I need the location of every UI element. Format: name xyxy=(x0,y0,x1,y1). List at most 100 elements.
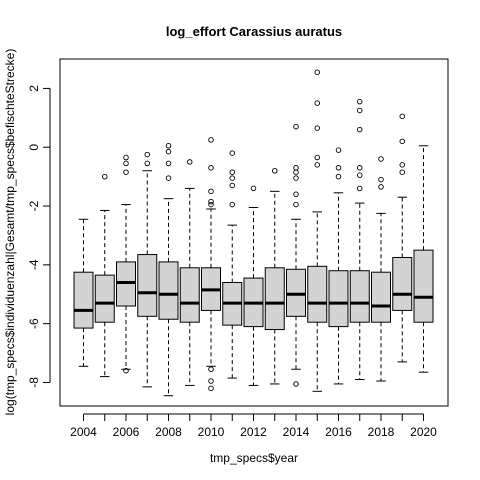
box-2017 xyxy=(349,98,370,381)
box-2018 xyxy=(371,156,391,382)
box-2009 xyxy=(179,159,200,386)
box-2011 xyxy=(222,150,243,379)
outlier-2010-2 xyxy=(208,366,214,372)
outlier-2006-3 xyxy=(123,154,129,161)
x-tick-label-2010: 2010 xyxy=(198,425,225,439)
outlier-2017-5 xyxy=(357,98,363,105)
x-tick-label-2006: 2006 xyxy=(113,425,140,439)
outlier-2008-2 xyxy=(165,148,172,155)
outlier-2011-4 xyxy=(229,150,235,156)
box-2007 xyxy=(137,151,158,388)
outlier-2010-5 xyxy=(208,188,214,195)
outlier-2018-0 xyxy=(378,184,384,190)
box-iqr-2004 xyxy=(73,271,94,329)
outlier-2007-0 xyxy=(144,160,150,167)
outlier-2006-0 xyxy=(123,367,129,374)
chart-title: log_effort Carassius auratus xyxy=(166,24,342,39)
y-tick-label-2: 2 xyxy=(27,85,41,92)
outlier-2015-3 xyxy=(314,100,321,106)
box-2008 xyxy=(158,142,179,397)
outlier-2018-2 xyxy=(378,156,384,162)
outlier-2010-7 xyxy=(208,137,214,143)
outlier-2010-1 xyxy=(208,378,214,384)
outlier-2010-4 xyxy=(208,198,214,205)
outlier-2014-1 xyxy=(293,201,299,208)
outlier-2014-2 xyxy=(293,191,299,198)
outlier-2012-0 xyxy=(250,185,257,192)
box-iqr-2015 xyxy=(307,265,328,323)
outlier-2016-0 xyxy=(335,173,342,180)
outlier-2014-6 xyxy=(293,123,299,130)
x-tick-label-2012: 2012 xyxy=(240,425,267,439)
x-tick-label-2014: 2014 xyxy=(283,425,310,439)
x-axis: 2004 2006 2008 2010 2012 2014 2016 2018 2020 xyxy=(70,413,437,439)
outlier-2019-0 xyxy=(399,169,406,175)
outlier-2017-1 xyxy=(357,172,363,178)
outlier-2010-0 xyxy=(208,385,214,392)
outlier-2006-2 xyxy=(123,160,129,167)
y-tick-label--4: -4 xyxy=(27,259,41,270)
box-2016 xyxy=(328,147,349,385)
outlier-2017-2 xyxy=(357,165,363,171)
outlier-2019-2 xyxy=(399,138,406,145)
outlier-2008-3 xyxy=(165,142,172,149)
box-2019 xyxy=(392,113,413,363)
outlier-2019-3 xyxy=(399,113,406,120)
box-2015 xyxy=(307,69,328,392)
box-iqr-2005 xyxy=(94,274,115,323)
box-2006 xyxy=(116,154,136,374)
x-tick-label-2008: 2008 xyxy=(155,425,182,439)
box-iqr-2009 xyxy=(179,267,200,323)
y-tick-label-0: 0 xyxy=(27,144,41,151)
outlier-2017-3 xyxy=(357,126,363,133)
outlier-2015-0 xyxy=(314,162,321,168)
outlier-2015-1 xyxy=(314,154,321,161)
box-iqr-2019 xyxy=(392,256,413,311)
outlier-2015-4 xyxy=(314,69,321,75)
outlier-2011-3 xyxy=(229,169,235,175)
y-tick-label--6: -6 xyxy=(27,318,41,329)
box-iqr-2008 xyxy=(158,261,179,320)
outlier-2011-0 xyxy=(229,201,235,208)
y-axis-label: log(tmp_specs$individuenzahl|Gesamt/tmp_… xyxy=(3,49,17,416)
box-iqr-2016 xyxy=(328,270,349,328)
outlier-2015-2 xyxy=(314,125,321,131)
x-tick-label-2020: 2020 xyxy=(410,425,437,439)
plot-frame xyxy=(59,58,449,407)
box-2012 xyxy=(243,185,264,386)
outlier-2006-1 xyxy=(123,169,129,175)
outlier-2019-1 xyxy=(399,162,406,168)
outlier-2005-0 xyxy=(101,173,108,180)
box-iqr-2018 xyxy=(371,271,391,323)
outlier-2008-0 xyxy=(165,175,172,181)
outlier-2007-1 xyxy=(144,151,150,158)
x-axis-label: tmp_specs$year xyxy=(210,451,298,465)
outlier-2014-0 xyxy=(293,381,299,387)
outlier-2014-4 xyxy=(293,169,299,175)
outlier-2009-0 xyxy=(186,159,193,165)
outlier-2010-3 xyxy=(208,201,214,208)
outlier-2013-0 xyxy=(272,167,278,174)
outlier-2016-2 xyxy=(335,147,342,153)
outlier-2014-5 xyxy=(293,165,299,171)
outlier-2016-1 xyxy=(335,165,342,171)
x-tick-label-2018: 2018 xyxy=(368,425,395,439)
outlier-2011-1 xyxy=(229,182,235,189)
y-tick-label--8: -8 xyxy=(27,377,41,388)
box-iqr-2013 xyxy=(264,267,285,331)
boxes-layer xyxy=(73,69,434,397)
box-2014 xyxy=(286,123,306,387)
box-2004 xyxy=(73,218,94,367)
box-2005 xyxy=(94,173,115,378)
outlier-2010-6 xyxy=(208,165,214,171)
y-axis: -8 -6 -4 -2 0 2 xyxy=(27,85,51,388)
box-iqr-2017 xyxy=(349,270,370,323)
x-tick-label-2004: 2004 xyxy=(70,425,97,439)
y-tick-label--2: -2 xyxy=(27,200,41,211)
outlier-2017-4 xyxy=(357,107,363,114)
x-tick-label-2016: 2016 xyxy=(325,425,352,439)
box-iqr-2007 xyxy=(137,254,158,317)
box-2013 xyxy=(264,167,285,385)
outlier-2011-2 xyxy=(229,175,235,181)
